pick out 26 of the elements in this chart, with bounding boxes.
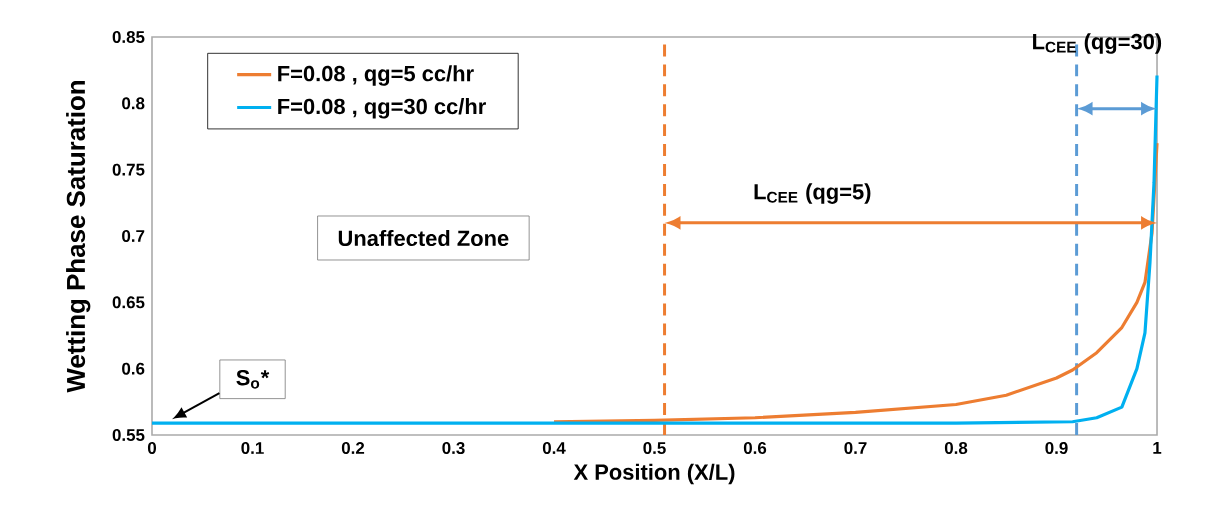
y-tick-label: 0.6 — [122, 362, 145, 375]
x-tick-label: 0.6 — [743, 442, 767, 455]
x-tick-label: 0.9 — [1045, 442, 1068, 455]
y-tick-label: 0.8 — [122, 97, 145, 110]
x-tick-label: 0.5 — [643, 442, 666, 455]
y-axis-title: Wetting Phase Saturation — [66, 80, 91, 393]
annotation: L$_{CEE}$ (qg=5) — [754, 183, 871, 204]
y-tick-label: 0.65 — [112, 296, 145, 309]
x-tick-label: 0.8 — [944, 442, 968, 455]
x-tick-label: 0.3 — [442, 442, 465, 455]
x-tick-label: 1 — [1153, 442, 1162, 454]
legend-label: F=0.08 , qg=30 cc/hr — [278, 98, 486, 119]
x-tick-label: 0.1 — [241, 442, 264, 455]
legend-label: F=0.08 , qg=5 cc/hr — [278, 65, 474, 86]
y-tick-label: 0.55 — [112, 429, 145, 441]
annotation: L$_{CEE}$ (qg=30) — [1033, 33, 1162, 54]
x-axis-title: X Position (X/L) — [573, 463, 735, 485]
y-tick-label: 0.85 — [112, 31, 145, 43]
y-tick-label: 0.7 — [122, 230, 145, 242]
x-tick-label: 0.2 — [341, 442, 365, 455]
x-tick-label: 0.7 — [844, 442, 867, 455]
annotation: Unaffected Zone — [338, 229, 509, 247]
x-tick-label: 0.4 — [542, 442, 566, 455]
annotation: S$_{o}$* — [236, 369, 270, 389]
x-tick-label: 0 — [147, 442, 157, 455]
y-tick-label: 0.75 — [112, 163, 145, 176]
